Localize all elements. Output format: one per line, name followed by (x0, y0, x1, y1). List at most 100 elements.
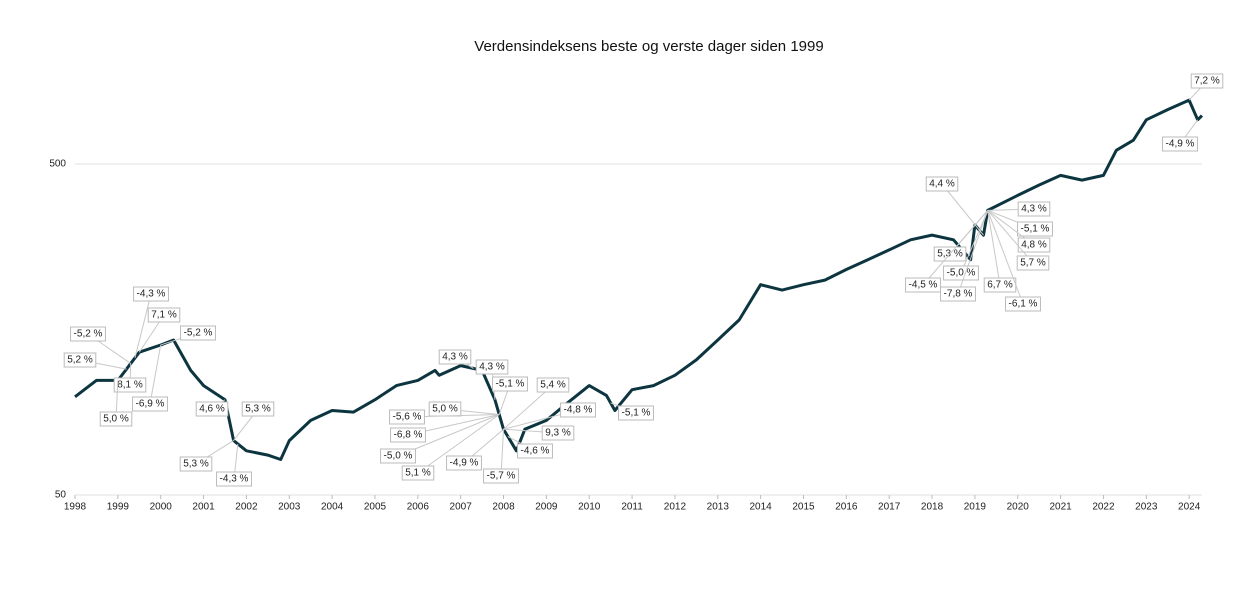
annotation-label: -7,8 % (944, 289, 973, 300)
x-tick-label: 2019 (964, 502, 987, 513)
x-tick-label: 2007 (450, 502, 473, 513)
annotation: -6,1 % (987, 210, 1041, 312)
annotation-box (179, 456, 213, 472)
x-tick-label: 2010 (578, 502, 601, 513)
annotation-label: -5,2 % (184, 328, 213, 339)
annotation: -4,8 % (503, 402, 596, 430)
x-tick-label: 2011 (621, 502, 643, 513)
annotation: -4,9 % (446, 428, 504, 471)
x-tick-label: 2023 (1135, 502, 1158, 513)
annotation-label: -4,5 % (909, 280, 938, 291)
annotation-box (536, 377, 570, 393)
annotation-box (1162, 136, 1198, 152)
annotation: 4,4 % (925, 176, 984, 236)
annotation: -5,0 % (943, 210, 989, 281)
annotation-box (401, 465, 435, 481)
annotation-label: -4,3 % (220, 474, 249, 485)
x-tick-label: 2015 (792, 502, 815, 513)
x-tick-label: 2020 (1007, 502, 1030, 513)
annotation: 5,3 % (233, 401, 275, 441)
annotation: 5,0 % (99, 380, 133, 427)
annotation-box (180, 325, 216, 341)
annotation-box (216, 471, 252, 487)
x-tick-label: 1998 (64, 502, 87, 513)
annotation: -4,3 % (216, 443, 252, 487)
annotation-label: -4,3 % (137, 289, 166, 300)
y-tick-label: 500 (49, 159, 66, 170)
annotation-box (905, 277, 941, 293)
annotation-label: 9,3 % (545, 428, 571, 439)
annotation-label: 5,4 % (540, 380, 566, 391)
annotation-label: 4,4 % (929, 179, 955, 190)
annotation-box (1190, 73, 1224, 89)
annotation: -7,8 % (940, 210, 989, 302)
x-tick-label: 2004 (321, 502, 344, 513)
annotation: -5,7 % (483, 429, 519, 484)
chart-title: Verdensindeksens beste og verste dager s… (474, 38, 823, 55)
annotation: 4,8 % (987, 210, 1051, 253)
annotation: -4,5 % (905, 210, 989, 293)
annotation-box (560, 402, 596, 418)
annotation-label: 4,3 % (479, 362, 505, 373)
annotation-box (517, 443, 553, 459)
x-tick-label: 2002 (235, 502, 258, 513)
line-series (74, 98, 1204, 461)
annotation-box (1017, 221, 1053, 237)
annotation-label: -5,1 % (622, 408, 651, 419)
annotation-label: -5,7 % (487, 471, 516, 482)
annotation-box (390, 427, 426, 443)
annotation-label: 5,3 % (183, 459, 209, 470)
annotation-label: -5,0 % (384, 451, 413, 462)
annotation: -5,6 % (389, 409, 500, 425)
annotation-box (438, 349, 472, 365)
x-tick-label: 2001 (192, 502, 215, 513)
x-tick-label: 2024 (1178, 502, 1201, 513)
annotation: 6,7 % (983, 210, 1017, 293)
x-tick-label: 2014 (750, 502, 773, 513)
annotation-leader (957, 210, 989, 295)
annotation-label: -6,9 % (136, 399, 165, 410)
annotation: -4,6 % (507, 435, 553, 459)
x-tick-label: 2016 (835, 502, 858, 513)
annotation-label: -5,0 % (947, 268, 976, 279)
annotation-label: 5,7 % (1020, 258, 1046, 269)
annotation-label: 5,0 % (103, 414, 129, 425)
annotation: 7,2 % (1188, 73, 1224, 101)
annotation-box (133, 286, 169, 302)
annotation: 9,3 % (503, 425, 575, 441)
x-tick-label: 2017 (878, 502, 901, 513)
annotation-label: -6,8 % (394, 430, 423, 441)
annotation: 7,1 % (138, 307, 181, 353)
annotation-label: 7,2 % (1194, 76, 1220, 87)
x-tick-label: 2000 (150, 502, 173, 513)
annotation-leader (987, 210, 1001, 286)
annotation-leader (149, 344, 162, 405)
annotation-box (940, 286, 976, 302)
annotation: -5,1 % (987, 209, 1053, 237)
annotation-box (618, 405, 654, 421)
annotation-label: 6,7 % (987, 280, 1013, 291)
annotation-label: 4,3 % (442, 352, 468, 363)
annotation-leader (500, 429, 505, 477)
annotation: 5,4 % (503, 377, 570, 430)
annotation-box (446, 455, 482, 471)
annotation-box (1016, 255, 1050, 271)
annotation-label: 5,0 % (432, 404, 458, 415)
annotation-box (1017, 237, 1051, 253)
x-tick-label: 2005 (364, 502, 387, 513)
annotation: -5,2 % (160, 325, 216, 346)
annotation-label: -4,8 % (564, 405, 593, 416)
annotation: 4,3 % (438, 349, 474, 369)
annotation-box (483, 468, 519, 484)
annotation-box (389, 409, 425, 425)
x-tick-label: 2022 (1092, 502, 1115, 513)
x-tick-label: 1999 (107, 502, 130, 513)
annotation-label: -4,6 % (521, 446, 550, 457)
annotation-label: 4,6 % (199, 404, 225, 415)
annotation: 4,6 % (195, 399, 229, 417)
annotation: 5,3 % (179, 440, 234, 472)
annotation: 8,1 % (113, 363, 147, 393)
annotation-label: 7,1 % (151, 310, 177, 321)
x-tick-label: 2018 (921, 502, 944, 513)
annotation-box (1017, 201, 1051, 217)
